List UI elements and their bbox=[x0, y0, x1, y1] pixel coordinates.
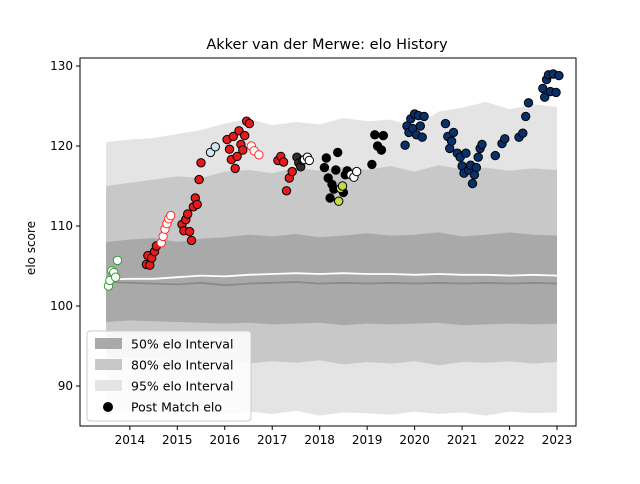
data-point bbox=[194, 174, 204, 185]
x-tick-label: 2018 bbox=[304, 433, 335, 447]
y-tick-label: 100 bbox=[50, 299, 73, 313]
data-point bbox=[325, 193, 335, 203]
data-point bbox=[230, 163, 240, 174]
y-tick-label: 110 bbox=[50, 219, 73, 233]
data-point bbox=[415, 121, 425, 131]
legend-swatch bbox=[95, 380, 122, 391]
data-point bbox=[110, 272, 121, 282]
y-tick-label: 90 bbox=[58, 379, 73, 393]
y-tick-label: 130 bbox=[50, 59, 73, 73]
data-point bbox=[400, 140, 410, 150]
data-point bbox=[321, 153, 331, 163]
band-q50 bbox=[106, 232, 557, 326]
data-point bbox=[228, 131, 239, 142]
data-point bbox=[378, 130, 388, 141]
legend-label: 95% elo Interval bbox=[131, 379, 233, 394]
data-point bbox=[334, 196, 344, 206]
data-point bbox=[461, 148, 471, 158]
data-point bbox=[337, 181, 348, 191]
data-point bbox=[238, 145, 248, 155]
data-point bbox=[281, 186, 292, 196]
data-point bbox=[319, 162, 330, 173]
data-point bbox=[331, 165, 341, 175]
x-tick-label: 2016 bbox=[209, 433, 240, 447]
data-point bbox=[467, 178, 478, 189]
chart-title: Akker van der Merwe: elo History bbox=[206, 37, 448, 53]
data-point bbox=[477, 139, 487, 150]
data-point bbox=[196, 158, 206, 168]
data-point bbox=[224, 144, 235, 154]
x-tick-label: 2020 bbox=[399, 433, 430, 447]
data-point bbox=[521, 111, 531, 122]
legend: 50% elo Interval 80% elo Interval 95% elo … bbox=[86, 330, 252, 422]
data-point bbox=[192, 199, 202, 210]
legend-swatch bbox=[95, 359, 122, 370]
legend-swatch bbox=[95, 338, 122, 349]
data-point bbox=[183, 209, 193, 219]
data-point bbox=[551, 87, 561, 98]
data-point bbox=[304, 155, 314, 166]
data-point bbox=[419, 111, 429, 122]
x-tick-label: 2022 bbox=[494, 433, 525, 447]
x-tick-label: 2021 bbox=[447, 433, 478, 447]
x-tick-label: 2015 bbox=[162, 433, 193, 447]
legend-label: 80% elo Interval bbox=[131, 358, 233, 373]
legend-box bbox=[86, 330, 252, 422]
data-point bbox=[417, 132, 427, 142]
data-point bbox=[440, 118, 451, 129]
data-point bbox=[473, 152, 483, 162]
data-point bbox=[376, 145, 387, 155]
data-point bbox=[500, 134, 510, 144]
data-point bbox=[244, 118, 255, 129]
data-point bbox=[278, 157, 289, 167]
data-point bbox=[446, 136, 457, 146]
data-point bbox=[370, 130, 380, 140]
data-point bbox=[490, 150, 500, 161]
x-tick-label: 2019 bbox=[352, 433, 383, 447]
data-point bbox=[232, 151, 242, 162]
data-point bbox=[186, 235, 197, 246]
x-tick-label: 2023 bbox=[542, 433, 573, 447]
data-point bbox=[352, 166, 362, 177]
data-point bbox=[471, 162, 481, 173]
axes-frame bbox=[79, 57, 577, 427]
reference-line bbox=[106, 272, 558, 281]
data-point bbox=[448, 127, 459, 138]
y-tick-label: 120 bbox=[50, 139, 73, 153]
data-point bbox=[518, 128, 528, 138]
data-point bbox=[367, 159, 377, 170]
x-tick-label: 2017 bbox=[257, 433, 288, 447]
data-point bbox=[210, 142, 221, 152]
data-point bbox=[554, 70, 564, 81]
data-point bbox=[254, 150, 264, 160]
legend-label: 50% elo Interval bbox=[131, 337, 233, 352]
data-point bbox=[112, 255, 123, 266]
x-tick-label: 2014 bbox=[115, 433, 146, 447]
legend-label: Post Match elo bbox=[131, 400, 222, 415]
data-point bbox=[166, 210, 176, 221]
data-point bbox=[240, 130, 250, 141]
legend-marker bbox=[103, 402, 113, 412]
axes: 2014 2015 2016 2017 2018 2019 2020 2021 2022 2023… bbox=[50, 57, 577, 447]
data-point bbox=[333, 147, 343, 158]
y-axis-label: elo score bbox=[24, 221, 38, 275]
data-point bbox=[523, 98, 534, 108]
data-point bbox=[287, 166, 297, 177]
data-point bbox=[184, 226, 195, 237]
data-point bbox=[540, 92, 550, 102]
median-line bbox=[106, 281, 558, 287]
